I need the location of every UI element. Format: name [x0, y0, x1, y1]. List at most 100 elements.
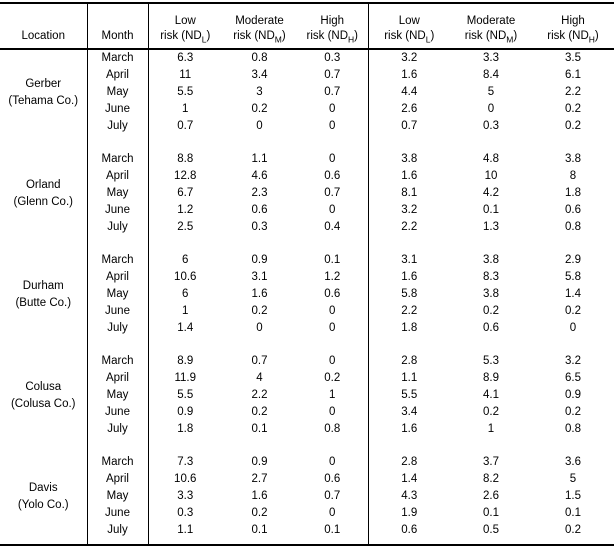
risk-level-label: Moderate	[466, 15, 516, 27]
value-cell: 0.6	[367, 522, 450, 539]
location-cell: Davis (Yolo Co.)	[0, 454, 87, 539]
value-cell: 1	[147, 101, 222, 118]
risk-formula-label: risk (NDL)	[384, 30, 435, 45]
risk-formula-label: risk (NDM)	[464, 30, 518, 45]
value-cell: 3.2	[367, 49, 450, 67]
value-cell: 3.3	[147, 488, 222, 505]
data-row: July 1.1 0.1 0.1 0.6 0.5 0.2	[0, 522, 614, 539]
value-cell: 2.2	[367, 219, 450, 236]
data-row: April 10.6 2.7 0.6 1.4 8.2 5	[0, 471, 614, 488]
value-cell: 0.6	[324, 288, 341, 300]
value-cell: 0.8	[565, 423, 581, 435]
value-cell: 5.5	[367, 387, 450, 404]
value-cell: 12.8	[147, 168, 222, 185]
value-cell: 1.1	[367, 370, 450, 387]
value-cell: 0	[329, 507, 336, 519]
header-row: Location Month Low risk (NDL) Moderate risk (…	[0, 3, 614, 50]
value-cell: 8.9	[483, 372, 499, 384]
value-cell: 1.1	[147, 522, 222, 539]
location-cell: Durham (Butte Co.)	[0, 252, 87, 337]
value-cell: 5.5	[147, 84, 222, 101]
value-cell: 3.6	[565, 456, 581, 468]
spacer-row	[0, 236, 614, 252]
value-cell: 2.9	[565, 254, 581, 266]
data-row: June 0.3 0.2 0 1.9 0.1 0.1	[0, 505, 614, 522]
month-cell: May	[86, 84, 148, 101]
month-cell: July	[86, 522, 148, 539]
value-cell: 1.6	[367, 421, 450, 438]
value-cell: 0.2	[483, 305, 499, 317]
month-cell: June	[86, 505, 148, 522]
value-cell: 0.9	[251, 456, 268, 468]
value-cell: 3	[256, 86, 263, 98]
value-cell: 3.4	[251, 69, 268, 81]
value-cell: 4.2	[483, 187, 499, 199]
data-row: May 3.3 1.6 0.7 4.3 2.6 1.5	[0, 488, 614, 505]
value-cell: 0.6	[324, 170, 341, 182]
value-cell: 0.7	[324, 490, 341, 502]
value-cell: 2.7	[251, 473, 268, 485]
value-cell: 0	[569, 322, 577, 334]
value-cell: 0.1	[483, 204, 499, 216]
value-cell: 0.2	[565, 524, 581, 536]
value-cell: 10	[484, 170, 498, 182]
month-cell: June	[86, 101, 148, 118]
value-cell: 0.9	[565, 389, 581, 401]
location-name: Davis	[28, 481, 58, 494]
month-cell: July	[86, 421, 148, 438]
risk-formula-label: risk (NDH)	[547, 30, 599, 45]
value-cell: 6	[147, 252, 222, 269]
month-cell: April	[86, 269, 148, 286]
data-row: July 0.7 0 0 0.7 0.3 0.2	[0, 118, 614, 135]
value-cell: 0	[329, 406, 336, 418]
value-cell: 2.3	[251, 187, 268, 199]
value-cell: 1.8	[367, 320, 450, 337]
risk-header: Low risk (NDL)	[367, 3, 450, 50]
value-cell: 3.3	[483, 52, 499, 64]
value-cell: 0.8	[565, 221, 581, 233]
value-cell: 10.6	[147, 471, 222, 488]
value-cell: 5.8	[367, 286, 450, 303]
location-name: Orland	[25, 178, 61, 191]
value-cell: 5	[569, 473, 577, 485]
month-cell: March	[86, 49, 148, 67]
location-cell: Gerber (Tehama Co.)	[0, 49, 87, 135]
location-county: (Glenn Co.)	[13, 195, 73, 208]
value-cell: 0	[329, 103, 336, 115]
value-cell: 2.5	[147, 219, 222, 236]
month-cell: May	[86, 387, 148, 404]
value-cell: 0.7	[324, 86, 341, 98]
value-cell: 11.9	[147, 370, 222, 387]
data-row: June 0.9 0.2 0 3.4 0.2 0.2	[0, 404, 614, 421]
risk-level-label: Moderate	[235, 15, 284, 27]
data-row: Gerber (Tehama Co.) March 6.3 0.8 0.3 3.2 3.3 3.…	[0, 49, 614, 107]
value-cell: 0.7	[324, 69, 341, 81]
value-cell: 6.1	[565, 69, 581, 81]
value-cell: 6.7	[147, 185, 222, 202]
value-cell: 1.3	[483, 221, 499, 233]
data-row: May 6 1.6 0.6 5.8 3.8 1.4	[0, 286, 614, 303]
month-header: Month	[86, 3, 148, 50]
value-cell: 8.8	[147, 151, 222, 168]
value-cell: 3.2	[565, 355, 581, 367]
data-row: July 1.4 0 0 1.8 0.6 0	[0, 320, 614, 337]
value-cell: 0.1	[483, 507, 499, 519]
risk-subscript: H	[348, 34, 355, 45]
risk-formula-label: risk (NDM)	[233, 30, 286, 45]
risk-subscript: L	[425, 34, 431, 45]
data-row: May 5.5 3 0.7 4.4 5 2.2	[0, 84, 614, 101]
value-cell: 0.2	[565, 120, 581, 132]
value-cell: 0	[329, 120, 336, 132]
spacer-row	[0, 337, 614, 353]
value-cell: 0.1	[565, 507, 581, 519]
value-cell: 5	[487, 86, 495, 98]
location-name: Gerber	[25, 77, 62, 90]
risk-header: Low risk (NDL)	[147, 3, 222, 50]
value-cell: 11	[147, 67, 222, 84]
data-row: April 11.9 4 0.2 1.1 8.9 6.5	[0, 370, 614, 387]
value-cell: 5.5	[147, 387, 222, 404]
value-cell: 1.2	[147, 202, 222, 219]
risk-subscript: L	[201, 34, 207, 45]
value-cell: 0	[256, 120, 263, 132]
value-cell: 0.1	[251, 524, 268, 536]
